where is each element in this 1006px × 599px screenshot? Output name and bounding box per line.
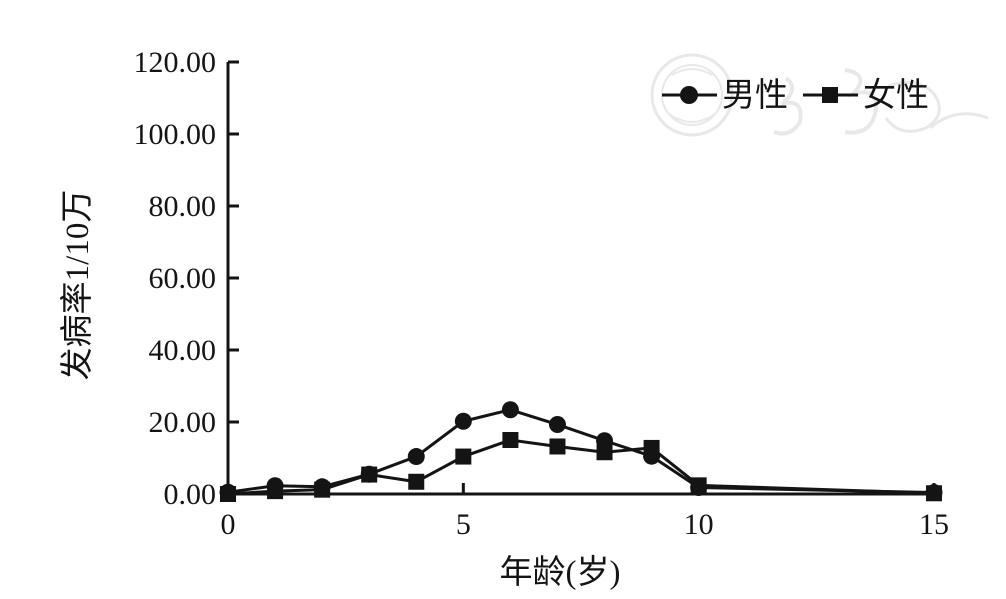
data-point-circle [548,416,566,434]
y-tick-label: 120.00 [134,46,217,79]
x-axis-title: 年龄(岁) [500,554,621,591]
data-point-square [455,448,472,465]
data-point-square [549,438,566,455]
data-point-square [502,432,519,448]
y-tick-label: 100.00 [134,118,217,151]
y-tick-label: 20.00 [149,406,217,439]
data-point-circle [501,401,519,419]
legend: 男性 女性 [662,77,929,114]
legend-label-female: 女性 [863,77,929,114]
series-line-female [227,438,935,496]
y-tick-label: 40.00 [149,334,217,367]
legend-square-icon [822,87,838,103]
series-layer [219,401,943,502]
data-point-circle [454,412,472,430]
watermark-seal [650,53,989,137]
y-tick-label: 0.00 [164,478,217,511]
data-point-square [267,483,284,500]
x-tick-label: 15 [919,508,949,541]
x-tick-label: 5 [456,508,471,541]
data-point-square [596,444,613,461]
data-point-square [361,466,378,483]
axes: 0.00 20.00 40.00 60.00 80.00 100.00 120.00 0 5 10… [134,46,950,541]
x-tick-label: 0 [221,508,236,541]
data-point-square [690,477,707,494]
legend-label-male: 男性 [722,77,788,114]
series-line-male [227,408,935,495]
data-point-square [926,485,942,502]
y-tick-label: 80.00 [149,190,217,223]
y-axis-title: 发病率1/10万 [59,190,96,381]
y-tick-label: 60.00 [149,262,217,295]
data-point-square [408,473,425,490]
legend-circle-icon [680,86,698,104]
data-point-circle [407,448,425,466]
x-tick-label: 10 [684,508,714,541]
data-point-square [220,486,236,502]
data-point-square [643,439,660,456]
data-point-square [314,481,331,498]
